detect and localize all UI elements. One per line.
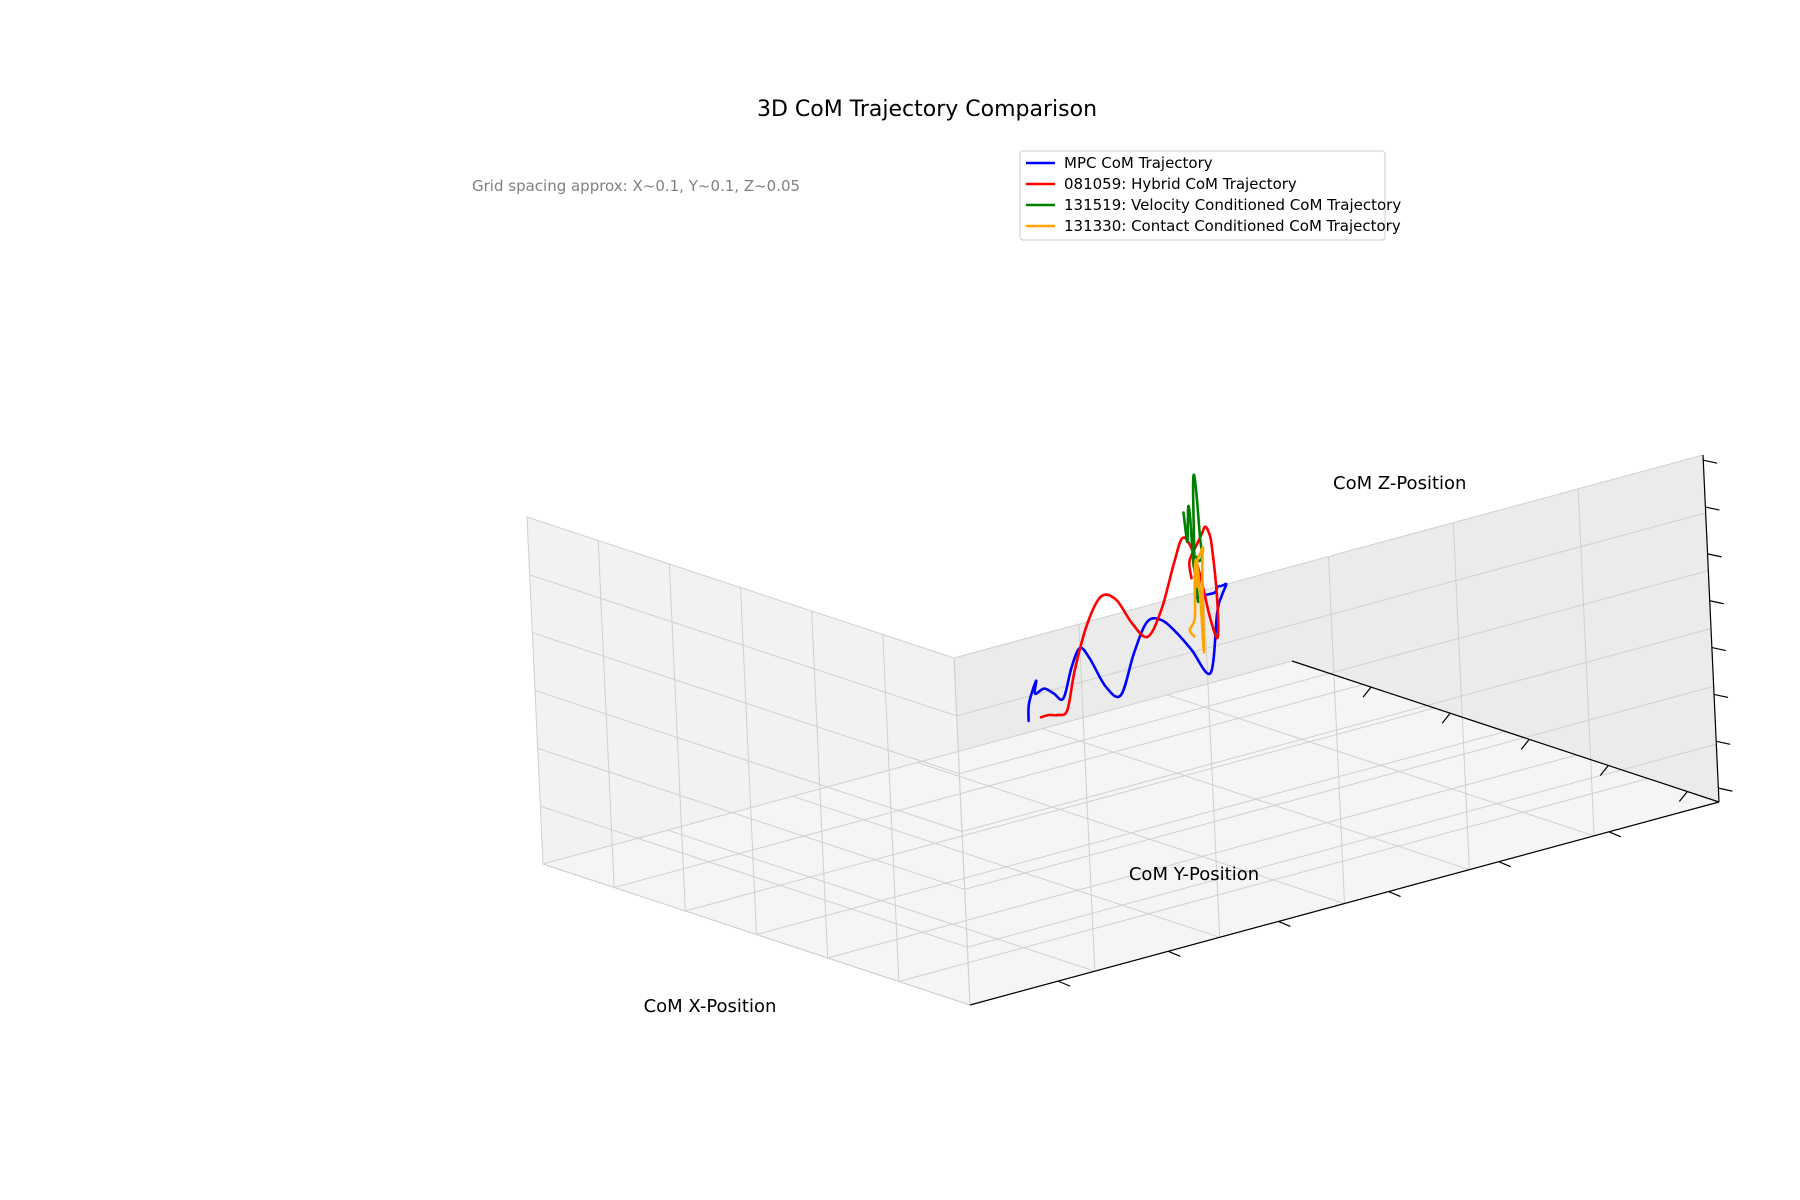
series-line-contact bbox=[1188, 546, 1206, 654]
series-line-velocity bbox=[1182, 473, 1204, 604]
z-axis-tick bbox=[1711, 646, 1727, 652]
axes-gridlines bbox=[526, 454, 1720, 1006]
y-axis-tick bbox=[1388, 891, 1401, 898]
grid-spacing-note: Grid spacing approx: X~0.1, Y~0.1, Z~0.0… bbox=[472, 177, 800, 195]
gridline-leftwall-z bbox=[529, 574, 957, 717]
gridline-leftwall-x bbox=[953, 657, 971, 1006]
y-axis-tick bbox=[1057, 980, 1071, 987]
axes-panes bbox=[527, 455, 1719, 1005]
y-axis-tick bbox=[1498, 861, 1511, 868]
legend-label-mpc: MPC CoM Trajectory bbox=[1064, 154, 1213, 172]
z-axis-tick bbox=[1703, 459, 1718, 464]
legend-label-velocity: 131519: Velocity Conditioned CoM Traject… bbox=[1064, 196, 1401, 214]
series-lines bbox=[1027, 473, 1228, 723]
y-axis-label: CoM Y-Position bbox=[1129, 864, 1259, 885]
x-axis-tick bbox=[1678, 791, 1688, 802]
legend-box bbox=[1019, 150, 1386, 241]
z-axis-tick bbox=[1707, 553, 1722, 558]
legend-item-contact: 131330: Contact Conditioned CoM Trajecto… bbox=[1026, 217, 1401, 235]
x-axis-label: CoM X-Position bbox=[644, 996, 777, 1017]
gridline-leftwall-z bbox=[526, 516, 955, 659]
z-axis-label: CoM Z-Position bbox=[1333, 473, 1466, 494]
y-axis-tick bbox=[1278, 920, 1291, 927]
axes-lines bbox=[969, 454, 1720, 1006]
legend-item-mpc: MPC CoM Trajectory bbox=[1026, 154, 1213, 172]
legend-item-velocity: 131519: Velocity Conditioned CoM Traject… bbox=[1026, 196, 1401, 214]
axes-ticks bbox=[1057, 459, 1733, 987]
x-axis-tick bbox=[1520, 738, 1530, 750]
x-axis-tick bbox=[1599, 765, 1609, 776]
x-axis-tick bbox=[1441, 712, 1451, 724]
gridline-floor-y bbox=[1167, 694, 1595, 837]
legend-label-hybrid: 081059: Hybrid CoM Trajectory bbox=[1064, 175, 1297, 193]
z-axis-tick bbox=[1713, 693, 1729, 699]
z-axis-line bbox=[1702, 454, 1720, 803]
z-axis-tick bbox=[1709, 600, 1724, 605]
y-axis-tick bbox=[1168, 950, 1181, 957]
x-axis-tick bbox=[1362, 686, 1372, 698]
legend: MPC CoM Trajectory 081059: Hybrid CoM Tr… bbox=[1019, 150, 1401, 241]
legend-item-hybrid: 081059: Hybrid CoM Trajectory bbox=[1026, 175, 1297, 193]
gridline-rightwall-z bbox=[953, 454, 1704, 659]
z-axis-tick bbox=[1716, 740, 1731, 745]
chart-title: 3D CoM Trajectory Comparison bbox=[757, 97, 1097, 122]
y-axis-tick bbox=[1608, 831, 1622, 838]
y-axis-line bbox=[969, 801, 1720, 1006]
gridline-rightwall-z bbox=[956, 512, 1706, 717]
z-axis-tick bbox=[1718, 787, 1733, 792]
legend-label-contact: 131330: Contact Conditioned CoM Trajecto… bbox=[1064, 217, 1401, 235]
x-axis-line bbox=[1291, 660, 1720, 803]
z-axis-tick bbox=[1705, 506, 1720, 511]
series-line-mpc bbox=[1027, 582, 1228, 723]
